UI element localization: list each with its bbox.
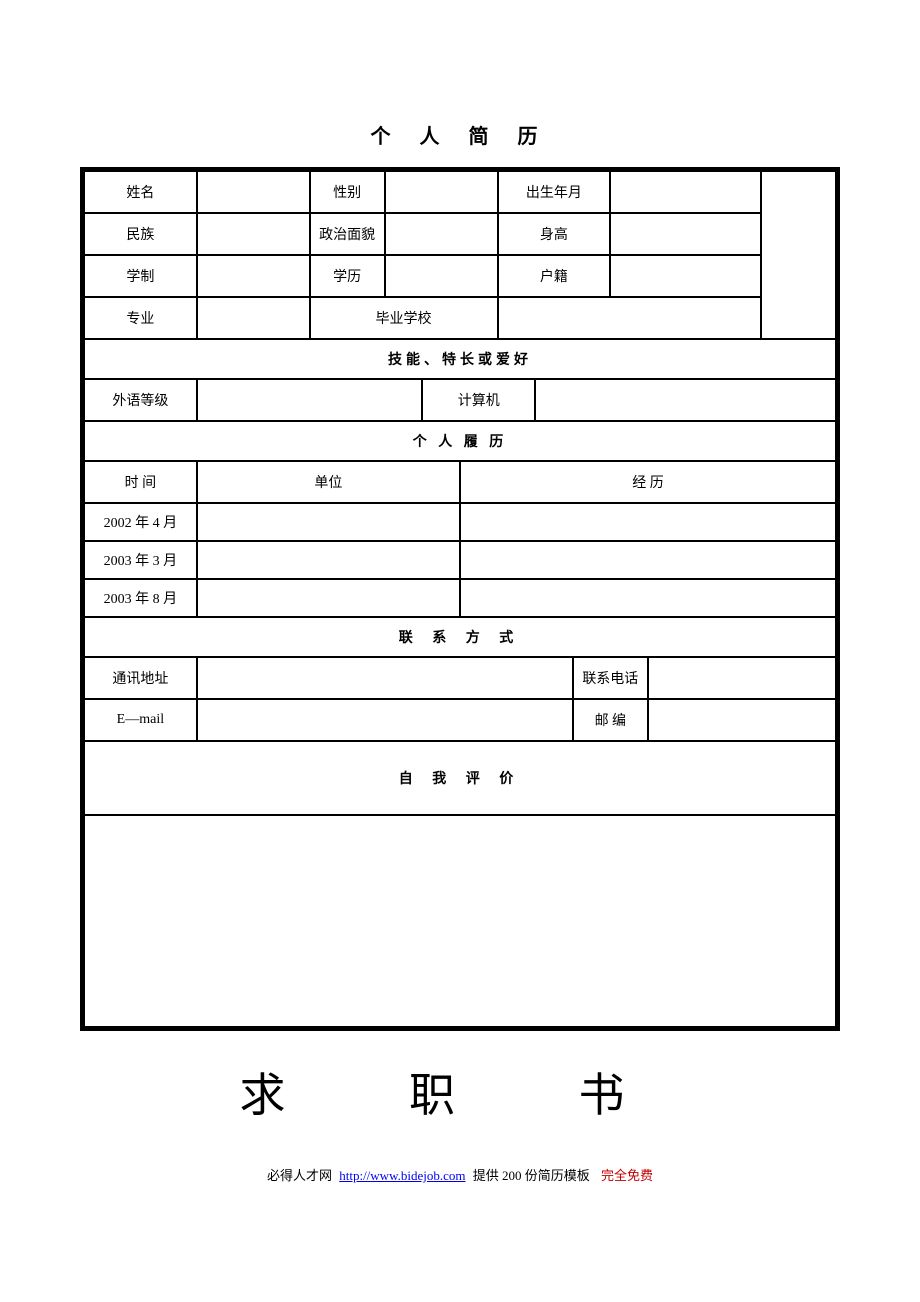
label-name: 姓名 — [85, 172, 196, 212]
value-grad-school — [499, 298, 760, 338]
value-gender — [386, 172, 497, 212]
value-postcode — [649, 700, 835, 740]
history-time-1: 2003 年 3 月 — [85, 542, 196, 578]
section-history: 个 人 履 历 — [85, 422, 835, 460]
history-unit-1 — [198, 542, 459, 578]
label-grad-school: 毕业学校 — [311, 298, 497, 338]
section-contact: 联 系 方 式 — [85, 618, 835, 656]
label-email: E—mail — [85, 700, 196, 740]
value-major — [198, 298, 309, 338]
resume-table: 姓名 性别 出生年月 民族 政治面貌 身高 学制 学历 户籍 专业 毕业学校 技… — [80, 167, 840, 1031]
value-height — [611, 214, 759, 254]
label-ethnicity: 民族 — [85, 214, 196, 254]
letter-title: 求 职 书 — [0, 1059, 920, 1125]
section-skills: 技能、特长或爱好 — [85, 340, 835, 378]
footer-free: 完全免费 — [601, 1168, 653, 1183]
history-exp-0 — [461, 504, 835, 540]
section-self-eval: 自 我 评 价 — [85, 742, 835, 814]
value-household — [611, 256, 759, 296]
footer-site-name: 必得人才网 — [267, 1168, 332, 1183]
label-foreign-lang: 外语等级 — [85, 380, 196, 420]
page-title: 个 人 简 历 — [0, 120, 920, 149]
label-political: 政治面貌 — [311, 214, 384, 254]
value-address — [198, 658, 572, 698]
label-address: 通讯地址 — [85, 658, 196, 698]
label-education: 学历 — [311, 256, 384, 296]
history-unit-0 — [198, 504, 459, 540]
history-time-2: 2003 年 8 月 — [85, 580, 196, 616]
value-computer — [536, 380, 835, 420]
footer-link[interactable]: http://www.bidejob.com — [339, 1168, 465, 1183]
value-birth — [611, 172, 759, 212]
label-phone: 联系电话 — [574, 658, 647, 698]
history-exp-1 — [461, 542, 835, 578]
label-major: 专业 — [85, 298, 196, 338]
col-time: 时 间 — [85, 462, 196, 502]
history-time-0: 2002 年 4 月 — [85, 504, 196, 540]
col-exp: 经 历 — [461, 462, 835, 502]
label-gender: 性别 — [311, 172, 384, 212]
self-eval-body — [85, 816, 835, 1026]
value-email — [198, 700, 572, 740]
label-school-system: 学制 — [85, 256, 196, 296]
value-ethnicity — [198, 214, 309, 254]
photo-cell — [762, 172, 835, 338]
footer: 必得人才网 http://www.bidejob.com 提供 200 份简历模… — [0, 1165, 920, 1184]
label-postcode: 邮 编 — [574, 700, 647, 740]
value-school-system — [198, 256, 309, 296]
label-birth: 出生年月 — [499, 172, 610, 212]
label-household: 户籍 — [499, 256, 610, 296]
value-education — [386, 256, 497, 296]
value-name — [198, 172, 309, 212]
value-phone — [649, 658, 835, 698]
col-unit: 单位 — [198, 462, 459, 502]
value-political — [386, 214, 497, 254]
value-foreign-lang — [198, 380, 422, 420]
history-unit-2 — [198, 580, 459, 616]
history-exp-2 — [461, 580, 835, 616]
label-computer: 计算机 — [423, 380, 534, 420]
label-height: 身高 — [499, 214, 610, 254]
footer-tail: 提供 200 份简历模板 — [473, 1168, 590, 1183]
